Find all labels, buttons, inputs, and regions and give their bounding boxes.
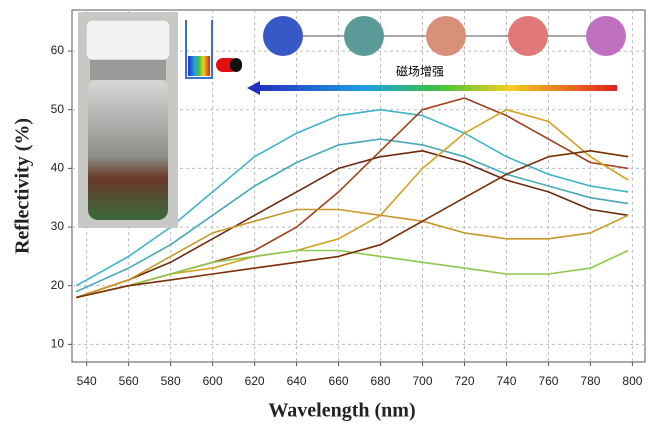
x-tick-label: 560 — [119, 374, 139, 388]
x-tick-label: 580 — [161, 374, 181, 388]
y-axis-label: Reflectivity (%) — [12, 118, 34, 254]
x-tick-label: 600 — [203, 374, 223, 388]
x-axis-label: Wavelength (nm) — [268, 400, 415, 422]
x-tick-label: 740 — [496, 374, 516, 388]
x-tick-label: 620 — [245, 374, 265, 388]
y-tick-label: 30 — [51, 219, 65, 233]
y-tick-label: 10 — [51, 337, 65, 351]
x-tick-label: 660 — [329, 374, 349, 388]
x-tick-label: 540 — [77, 374, 97, 388]
x-tick-label: 640 — [287, 374, 307, 388]
y-tick-label: 50 — [51, 102, 65, 116]
annotation: 磁场增强 — [396, 64, 444, 79]
chart: 磁场增强 Wavelength (nm) Reflectivity (%) 10… — [0, 0, 651, 430]
x-tick-label: 800 — [622, 374, 642, 388]
y-tick-label: 60 — [51, 43, 65, 57]
y-tick-label: 40 — [51, 161, 65, 175]
x-tick-label: 700 — [413, 374, 433, 388]
x-tick-label: 720 — [454, 374, 474, 388]
x-tick-label: 780 — [580, 374, 600, 388]
x-tick-label: 760 — [538, 374, 558, 388]
x-tick-label: 680 — [371, 374, 391, 388]
inset-photo — [78, 12, 178, 228]
y-tick-label: 20 — [51, 278, 65, 292]
